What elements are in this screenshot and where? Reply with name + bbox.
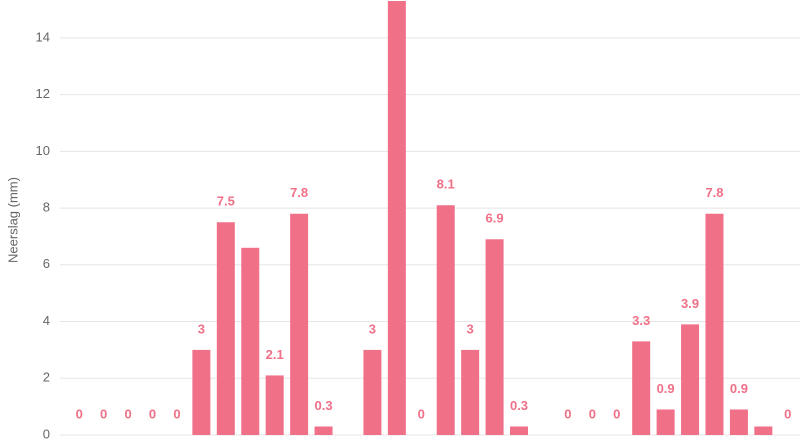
- bar: [387, 1, 406, 435]
- bar: [363, 349, 382, 435]
- y-tick-label: 2: [43, 370, 50, 385]
- value-label: 3.3: [632, 313, 650, 328]
- value-label: 6.9: [486, 211, 504, 226]
- value-label: 8.1: [437, 177, 455, 192]
- bar: [216, 222, 235, 435]
- y-tick-label: 12: [36, 86, 50, 101]
- value-label: 3: [198, 321, 205, 336]
- y-tick-label: 8: [43, 200, 50, 215]
- value-label: 0: [613, 406, 620, 421]
- value-label: 0.3: [315, 398, 333, 413]
- value-label: 3: [467, 321, 474, 336]
- value-label: 0: [589, 406, 596, 421]
- y-tick-label: 14: [36, 29, 50, 44]
- value-label: 0: [173, 406, 180, 421]
- value-label: 0: [564, 406, 571, 421]
- bar: [632, 341, 651, 435]
- value-label: 0: [76, 406, 83, 421]
- bar: [681, 324, 700, 435]
- value-label: 0: [784, 406, 791, 421]
- y-axis-label: Neerslag (mm): [5, 177, 20, 263]
- bar: [290, 213, 309, 435]
- value-label: 3.9: [681, 296, 699, 311]
- bar: [656, 409, 675, 435]
- value-label: 0: [124, 406, 131, 421]
- value-label: 7.8: [290, 185, 308, 200]
- value-label: 2.1: [266, 347, 284, 362]
- bar: [729, 409, 748, 435]
- bar: [192, 349, 211, 435]
- bar: [461, 349, 480, 435]
- y-tick-label: 4: [43, 313, 50, 328]
- value-label: 3: [369, 321, 376, 336]
- value-label: 7.8: [705, 185, 723, 200]
- y-tick-label: 10: [36, 143, 50, 158]
- value-label: 0.3: [510, 398, 528, 413]
- value-label: 0: [100, 406, 107, 421]
- value-label: 0.9: [730, 381, 748, 396]
- bar: [314, 426, 333, 435]
- y-tick-label: 6: [43, 256, 50, 271]
- y-tick-label: 0: [43, 426, 50, 440]
- bar: [485, 239, 504, 435]
- bar: [705, 213, 724, 435]
- value-label: 0: [149, 406, 156, 421]
- bar: [510, 426, 529, 435]
- value-label: 0.9: [657, 381, 675, 396]
- bar: [241, 247, 260, 435]
- value-label: 7.5: [217, 194, 235, 209]
- bar: [754, 426, 773, 435]
- value-label: 0: [418, 406, 425, 421]
- bar: [436, 205, 455, 435]
- bar: [265, 375, 284, 435]
